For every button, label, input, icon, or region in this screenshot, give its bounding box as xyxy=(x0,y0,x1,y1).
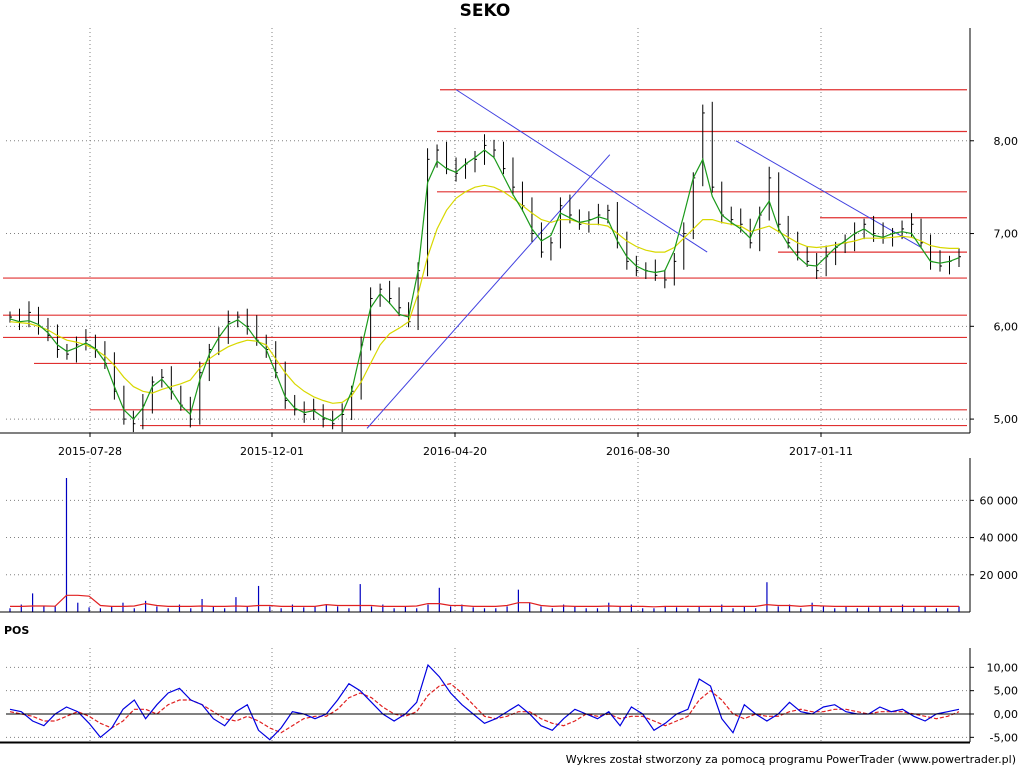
moving-average-short-line xyxy=(9,149,960,422)
frame-layer: 5,00 6,00 7,00 8,00 20 000 40 000 60 000 -5,00 0… xyxy=(0,28,1018,744)
y-tick-label: 40 000 xyxy=(980,532,1019,545)
indicator-title: POS xyxy=(4,624,29,637)
y-tick-label: 60 000 xyxy=(980,494,1019,507)
y-tick-label: 8,00 xyxy=(994,135,1019,148)
y-tick-label: 0,00 xyxy=(994,708,1019,721)
y-tick-label: 10,00 xyxy=(987,661,1019,674)
x-tick-label: 2015-07-28 xyxy=(58,445,122,458)
trend-line xyxy=(366,154,611,429)
x-tick-label: 2017-01-11 xyxy=(789,445,853,458)
trend-line xyxy=(455,89,708,253)
x-tick-label: 2016-04-20 xyxy=(423,445,487,458)
chart-title: SEKO xyxy=(459,1,511,21)
pos-signal-line xyxy=(9,683,960,734)
y-tick-label: 20 000 xyxy=(980,569,1019,582)
moving-average-long-line xyxy=(9,184,959,404)
y-tick-label: 5,00 xyxy=(994,685,1019,698)
grid-layer xyxy=(6,28,970,742)
y-tick-label: -5,00 xyxy=(990,731,1018,744)
y-tick-label: 7,00 xyxy=(994,228,1019,241)
footer-credit: Wykres został stworzony za pomocą progra… xyxy=(565,753,1016,766)
x-tick-label: 2016-08-30 xyxy=(606,445,670,458)
y-tick-label: 5,00 xyxy=(994,413,1019,426)
pos-line xyxy=(9,663,960,741)
y-tick-label: 6,00 xyxy=(994,320,1019,333)
x-tick-label: 2015-12-01 xyxy=(240,445,304,458)
series-layer xyxy=(3,89,967,741)
volume-average-line xyxy=(10,594,959,608)
trend-line xyxy=(735,140,922,248)
